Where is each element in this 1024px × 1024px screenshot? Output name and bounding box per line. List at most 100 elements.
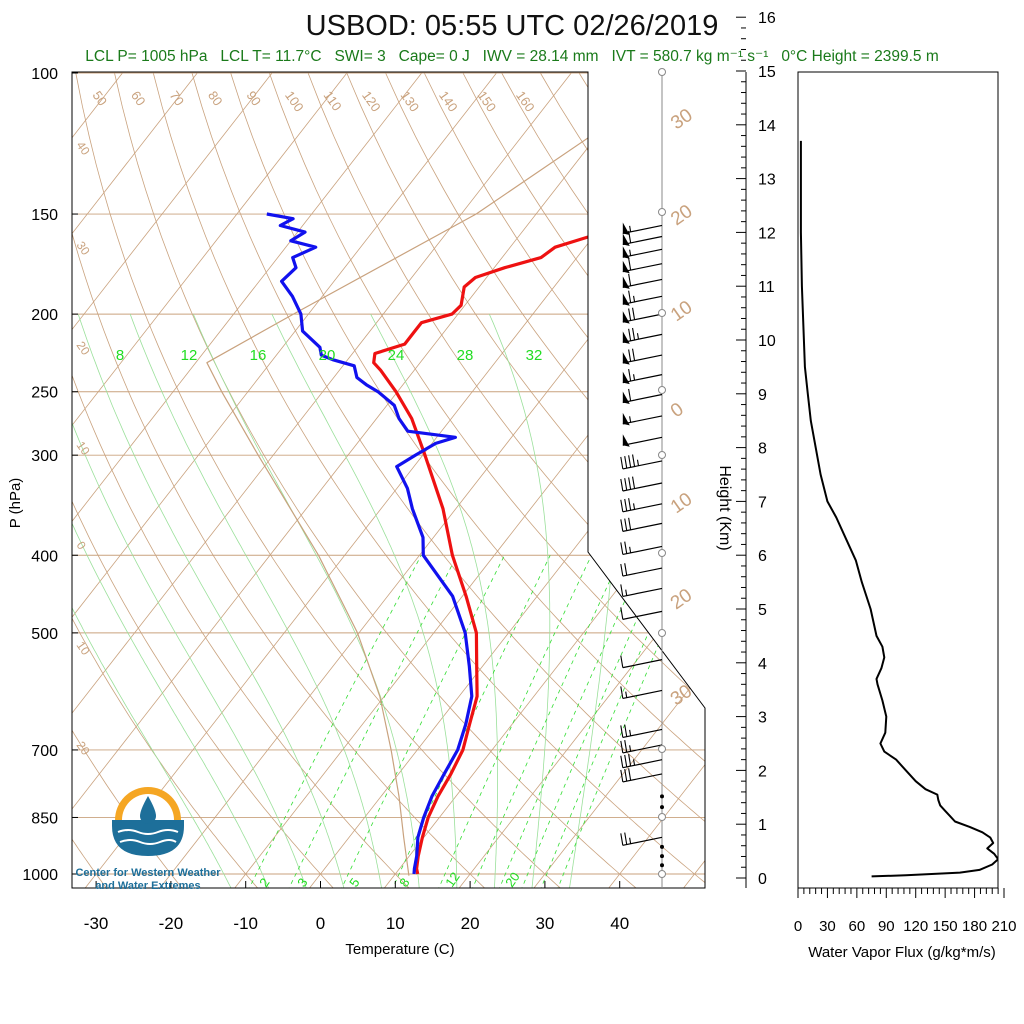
temperature-profile-line (372, 213, 679, 875)
dewpoint-profile-line (266, 212, 474, 875)
barb-full (628, 290, 632, 303)
mixing-ratio-label: 20 (319, 347, 336, 364)
ivt-value: IVT = 580.7 kg m⁻¹ s⁻¹ (611, 48, 769, 65)
barb-full (628, 349, 632, 362)
barb-full (624, 518, 628, 531)
barb-staff (622, 659, 663, 669)
flux-tick-label: 120 (903, 918, 928, 935)
level-marker (658, 549, 666, 557)
dry-adiabat-line (72, 72, 261, 888)
dry-adiabat-line (191, 72, 705, 888)
barb-full (620, 584, 624, 597)
barb-staff (622, 482, 663, 492)
flux-profile-line (799, 140, 998, 878)
mixing-ratio-bottom-label: 20 (502, 869, 523, 889)
mixing-ratio-line (247, 555, 422, 888)
isotherm-line (72, 72, 497, 888)
barb-full (632, 476, 636, 489)
wind-barb (620, 476, 663, 492)
wind-barb (620, 607, 663, 620)
dry-adiabat-label: 80 (205, 88, 226, 108)
skewt-frame (71, 71, 706, 889)
temperature-tick-label: -30 (84, 914, 109, 933)
height-tick-label: 9 (758, 387, 767, 404)
height-tick-label: 15 (758, 64, 776, 81)
wind-barb (622, 368, 663, 385)
barb-half (629, 225, 632, 232)
dry-adiabat-label: 100 (282, 88, 307, 114)
dry-adiabat-line (114, 72, 640, 888)
temperature-tick-label: 30 (535, 914, 554, 933)
barb-full (632, 348, 636, 361)
barb-full (620, 833, 624, 846)
barb-half (633, 759, 636, 766)
wind-barb (622, 388, 663, 404)
barb-pennant (622, 311, 630, 324)
wind-barb (620, 768, 663, 783)
mixing-ratio-line (287, 555, 458, 888)
wind-barb (622, 257, 663, 274)
pressure-tick-label: 250 (31, 385, 58, 402)
logo-line2: and Water Extremes (95, 880, 200, 892)
barb-staff (622, 393, 663, 404)
skewt-grid (72, 72, 705, 888)
skewt-profiles (206, 72, 684, 876)
logo-waves (117, 829, 179, 845)
mixing-ratio-line (339, 555, 505, 888)
barb-staff (622, 587, 663, 597)
swi-value: SWI= 3 (334, 48, 386, 65)
barb-full (628, 768, 632, 781)
isotherm-line (157, 72, 705, 888)
height-axis-label: Height (Km) (716, 465, 733, 550)
mixing-ratio-label: 32 (526, 347, 543, 364)
dry-adiabat-label: 50 (90, 88, 111, 108)
barb-full (624, 832, 628, 845)
temperature-tick-label: 10 (386, 914, 405, 933)
isotherm-line (606, 72, 705, 888)
height-tick-label: 3 (758, 710, 767, 727)
barb-pennant (622, 331, 630, 344)
moist-adiabat-line (72, 313, 308, 888)
isotherm-line (72, 72, 273, 888)
barb-staff (622, 744, 663, 754)
barb-pennant (622, 434, 630, 447)
chart-title: USBOD: 05:55 UTC 02/26/2019 (305, 10, 719, 42)
barb-half (636, 333, 640, 340)
dry-adiabat-line (540, 72, 705, 888)
isotherm-line (456, 72, 705, 888)
barb-full (632, 454, 636, 467)
mixing-ratio-label: 12 (181, 347, 198, 364)
barb-full (632, 327, 636, 341)
wind-barb (660, 805, 664, 810)
dry-adiabat-label: 60 (128, 88, 149, 108)
flux-profile (799, 140, 998, 878)
height-tick-label: 2 (758, 763, 767, 780)
lcl-pressure: LCL P= 1005 hPa (85, 48, 208, 65)
isotherm-edge-label: 40 (74, 139, 93, 158)
barb-pennant (622, 246, 630, 259)
barb-full (620, 542, 624, 555)
barb-staff (622, 333, 663, 343)
isotherm-line (72, 72, 647, 888)
barb-staff (622, 773, 663, 783)
barb-half (629, 249, 632, 256)
barb-half (629, 837, 632, 844)
barb-full (632, 307, 636, 320)
height-tick-label: 1 (758, 817, 767, 834)
dry-adiabat-label: 110 (321, 88, 345, 114)
barb-half (633, 374, 636, 381)
barb-pennant (622, 276, 630, 289)
barb-full (620, 755, 624, 768)
calm-wind-marker (660, 805, 664, 810)
moist-adiabat-line (129, 313, 383, 888)
iwv-value: IWV = 28.14 mm (482, 48, 599, 65)
pressure-tick-label: 850 (31, 810, 58, 827)
barb-staff (622, 248, 663, 258)
height-tick-label: 13 (758, 172, 776, 189)
calm-wind-marker (660, 863, 664, 868)
wind-barb (622, 222, 663, 235)
logo-water (112, 820, 184, 856)
barb-staff (622, 545, 663, 556)
barb-pennant (622, 352, 630, 365)
